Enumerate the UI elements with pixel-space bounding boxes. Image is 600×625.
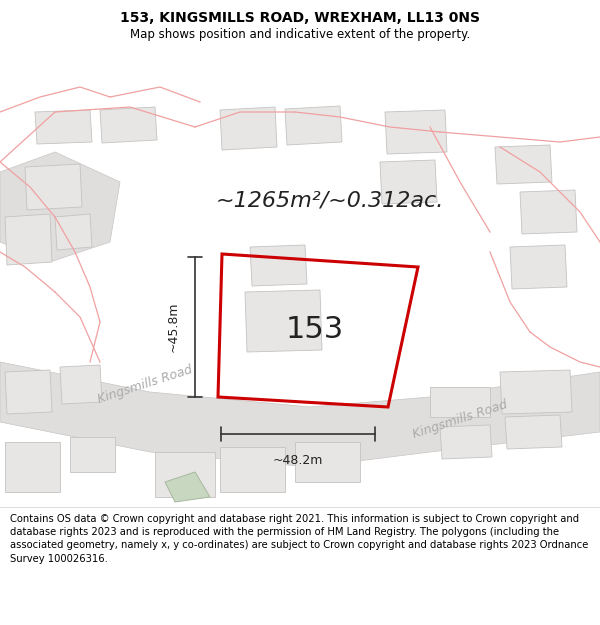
Text: 153: 153 <box>286 316 344 344</box>
Polygon shape <box>5 370 52 414</box>
Polygon shape <box>510 245 567 289</box>
Polygon shape <box>35 110 92 144</box>
Polygon shape <box>55 214 92 250</box>
Polygon shape <box>250 245 307 286</box>
Polygon shape <box>520 190 577 234</box>
Polygon shape <box>500 370 572 414</box>
Text: 153, KINGSMILLS ROAD, WREXHAM, LL13 0NS: 153, KINGSMILLS ROAD, WREXHAM, LL13 0NS <box>120 11 480 26</box>
Polygon shape <box>295 442 360 482</box>
Polygon shape <box>60 365 102 404</box>
Polygon shape <box>385 110 447 154</box>
Polygon shape <box>0 362 600 467</box>
Polygon shape <box>155 452 215 497</box>
Polygon shape <box>165 472 210 502</box>
Polygon shape <box>245 290 322 352</box>
Text: ~45.8m: ~45.8m <box>167 302 179 352</box>
Text: ~48.2m: ~48.2m <box>273 454 323 467</box>
Polygon shape <box>505 415 562 449</box>
Text: Map shows position and indicative extent of the property.: Map shows position and indicative extent… <box>130 28 470 41</box>
Polygon shape <box>380 160 437 204</box>
Polygon shape <box>430 387 490 417</box>
Text: Kingsmills Road: Kingsmills Road <box>96 364 194 406</box>
Polygon shape <box>285 106 342 145</box>
Polygon shape <box>5 214 52 265</box>
Polygon shape <box>220 107 277 150</box>
Polygon shape <box>5 442 60 492</box>
Polygon shape <box>440 425 492 459</box>
Polygon shape <box>25 164 82 210</box>
Polygon shape <box>220 447 285 492</box>
Text: ~1265m²/~0.312ac.: ~1265m²/~0.312ac. <box>216 190 444 210</box>
Polygon shape <box>70 437 115 472</box>
Text: Contains OS data © Crown copyright and database right 2021. This information is : Contains OS data © Crown copyright and d… <box>10 514 588 564</box>
Polygon shape <box>495 145 552 184</box>
Polygon shape <box>100 107 157 143</box>
Polygon shape <box>0 152 120 262</box>
Text: Kingsmills Road: Kingsmills Road <box>411 399 509 441</box>
